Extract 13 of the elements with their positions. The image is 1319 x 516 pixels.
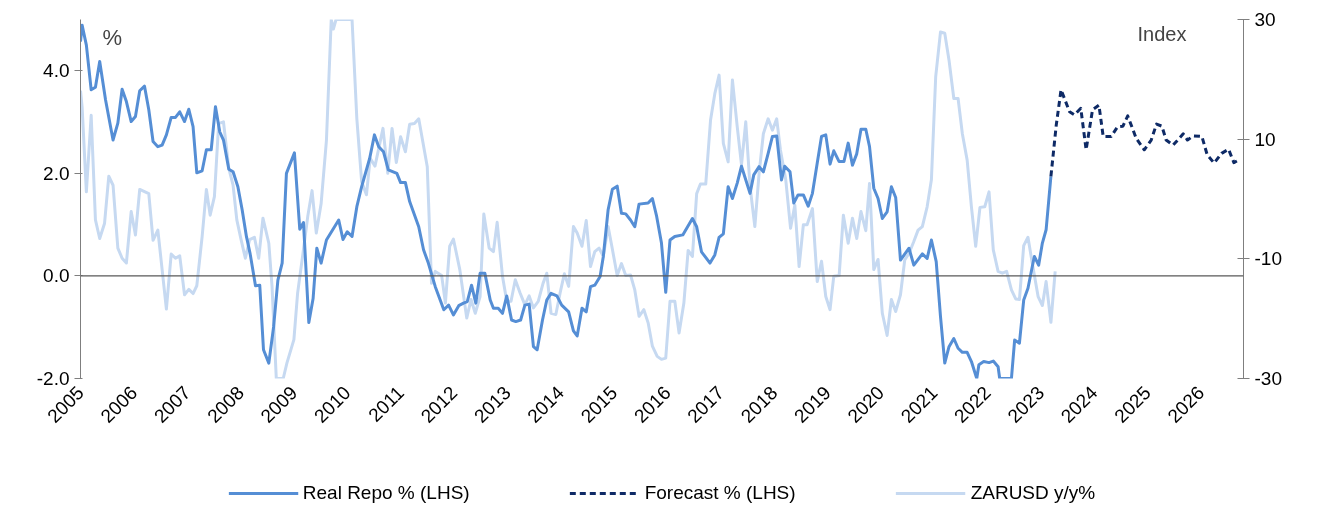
legend-label: Real Repo % (LHS) — [302, 482, 470, 504]
y2-tick-label: -10 — [1254, 248, 1282, 270]
legend-label: Forecast % (LHS) — [644, 482, 796, 504]
y2-tick-label: 30 — [1254, 9, 1276, 30]
y-axis-title: % — [102, 25, 123, 50]
legend-label: ZARUSD y/y% — [970, 482, 1096, 504]
y2-axis-title: Index — [1137, 22, 1187, 45]
y-tick-label: 0.0 — [43, 265, 70, 287]
y-tick-label: -2.0 — [36, 368, 70, 389]
y-tick-label: 4.0 — [43, 60, 70, 82]
y2-tick-label: 10 — [1254, 128, 1276, 150]
y-tick-label: 2.0 — [43, 162, 70, 184]
y2-tick-label: -30 — [1254, 368, 1282, 389]
